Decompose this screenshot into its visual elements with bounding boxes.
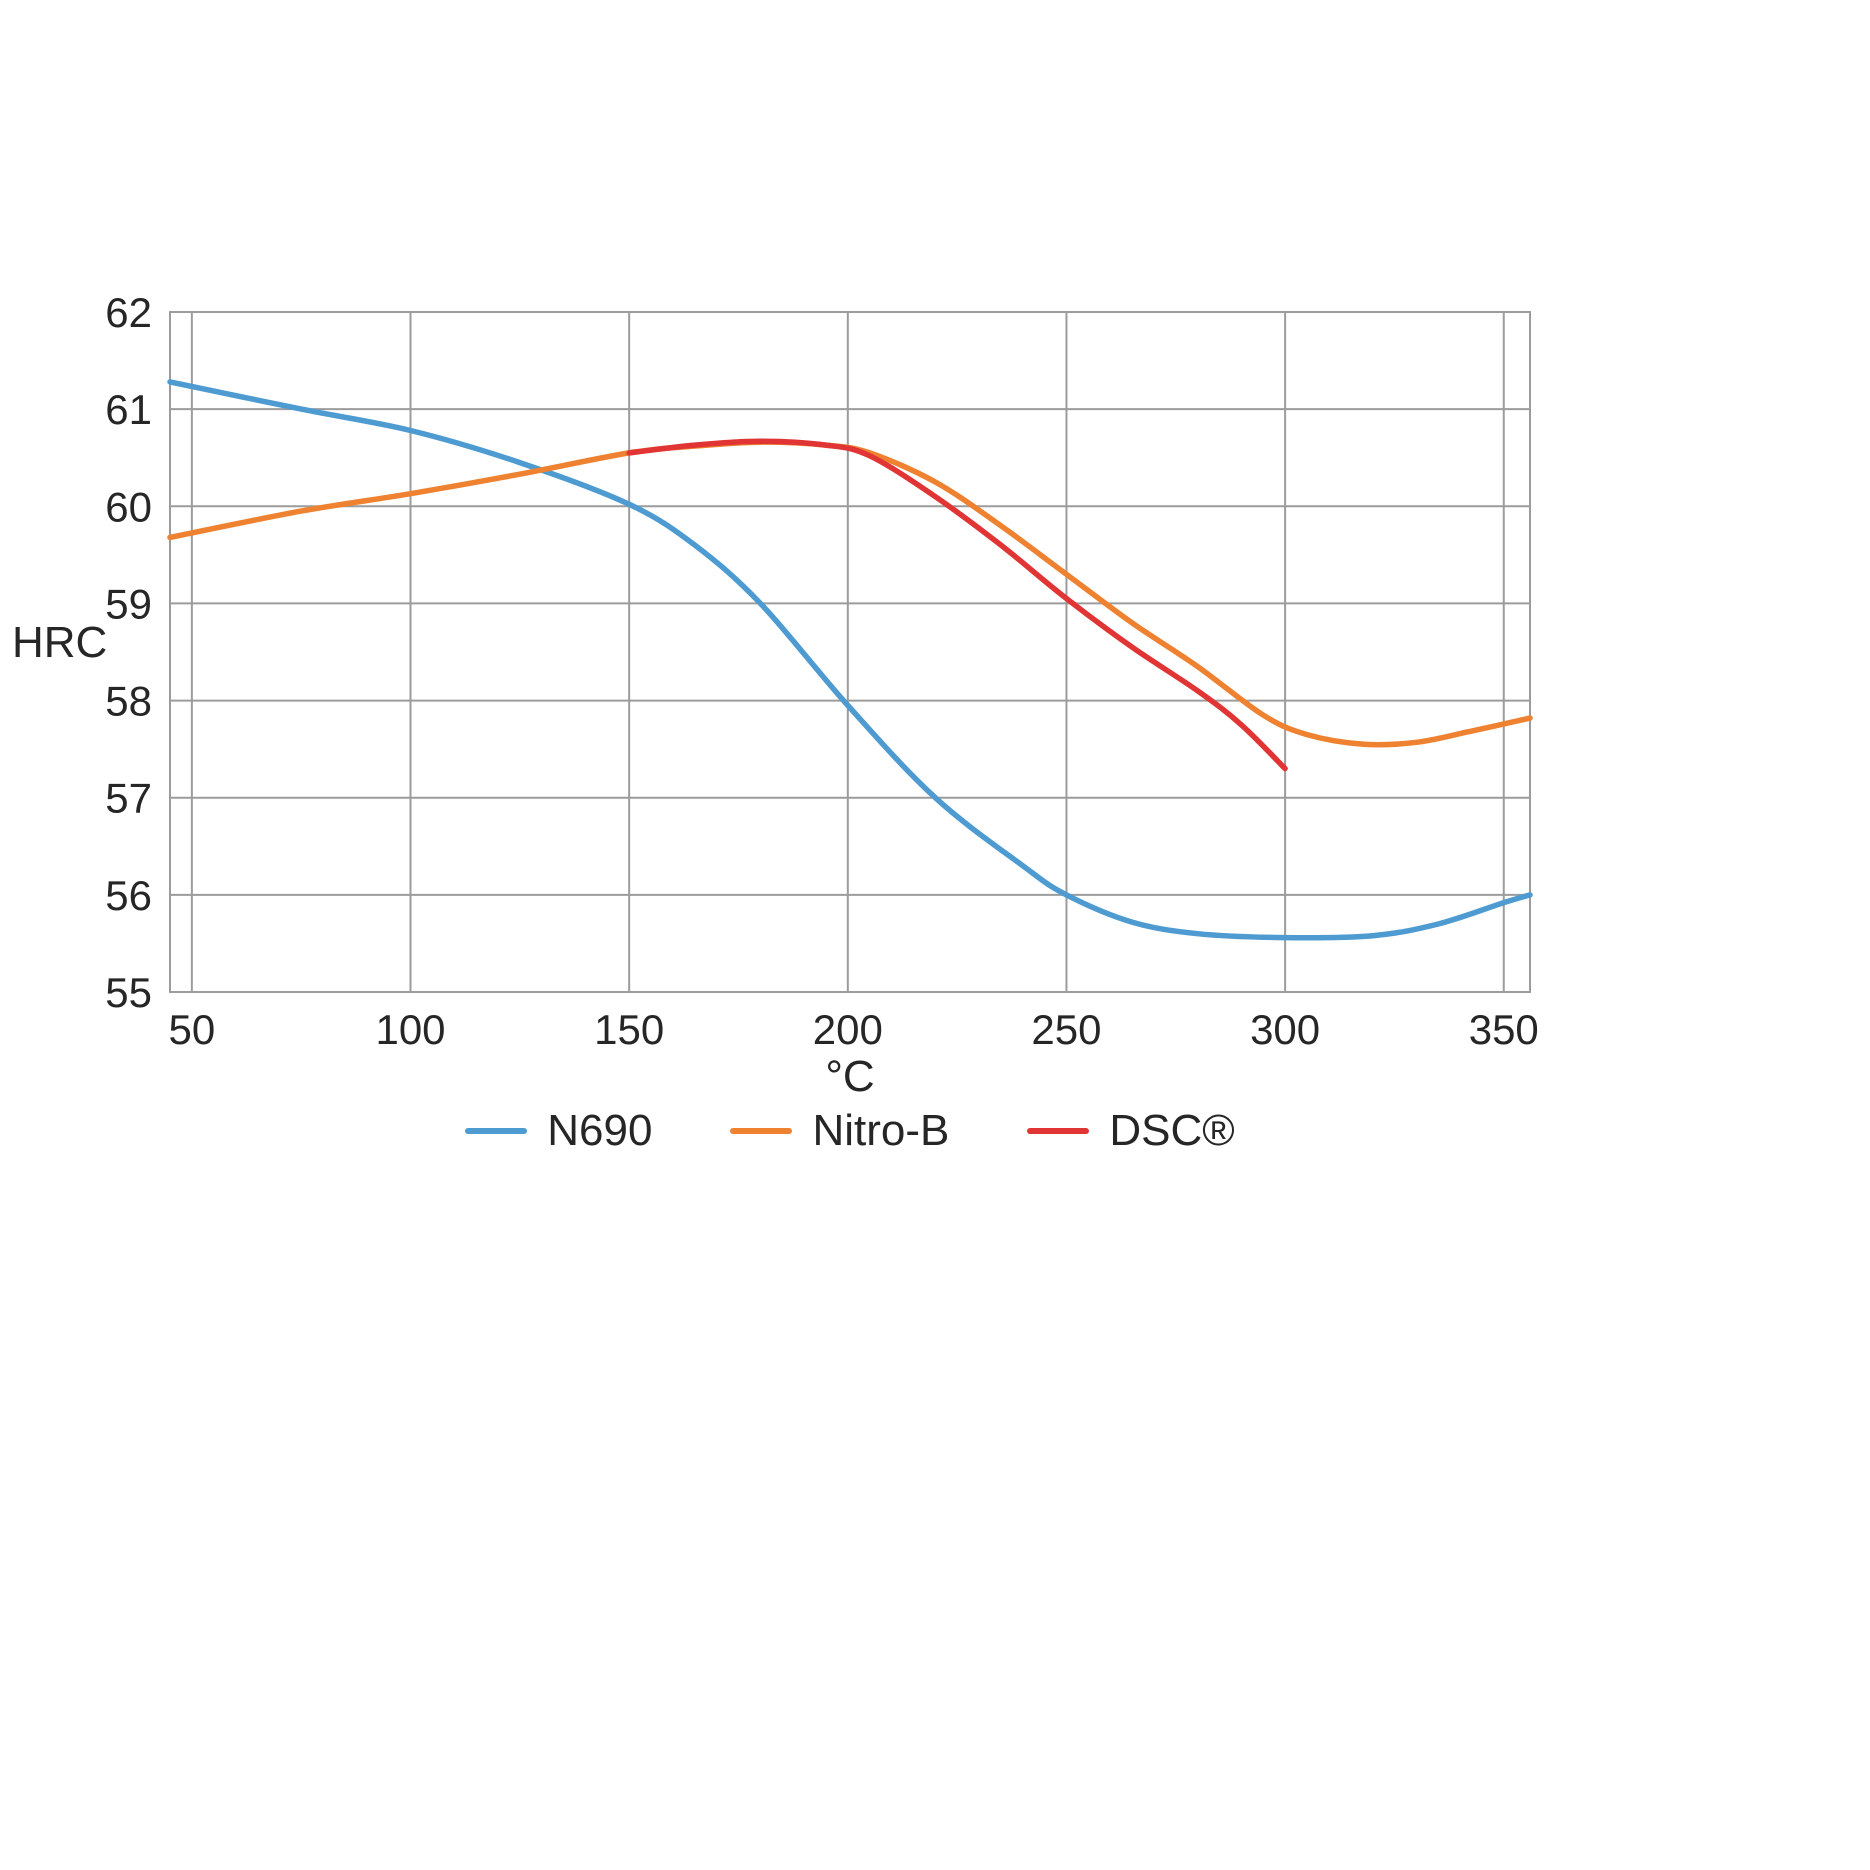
series-line: [167, 439, 1533, 748]
series-line: [167, 379, 1533, 941]
series-line: [626, 438, 1288, 772]
y-tick-label: 61: [105, 386, 152, 433]
legend-label: DSC®: [1109, 1106, 1235, 1155]
plot-frame: [169, 311, 1531, 993]
x-tick-label: 250: [1031, 1006, 1101, 1053]
x-tick-label: 200: [813, 1006, 883, 1053]
y-tick-label: 58: [105, 678, 152, 725]
y-tick-label: 62: [105, 292, 152, 336]
line-chart: 50 100 150 200 250 300 350 55 56 57 58 59 60 61 62: [105, 292, 1539, 1053]
legend-label: N690: [547, 1106, 653, 1155]
y-tick-label: 59: [105, 580, 152, 627]
x-axis-label: °C: [825, 1052, 875, 1101]
y-tick-label: 55: [105, 969, 152, 1016]
y-tick-label: 56: [105, 872, 152, 919]
x-tick-label: 50: [169, 1006, 216, 1053]
x-tick-label: 100: [375, 1006, 445, 1053]
legend-label: Nitro-B: [812, 1106, 950, 1155]
legend-swatch: [730, 1128, 793, 1134]
legend-swatch: [465, 1128, 528, 1134]
y-tick-label: 57: [105, 775, 152, 822]
x-tick-label: 350: [1469, 1006, 1539, 1053]
legend-item: DSC®: [1027, 1106, 1235, 1156]
legend-item: Nitro-B: [730, 1106, 949, 1156]
y-tick-label: 60: [105, 483, 152, 530]
x-tick-label: 150: [594, 1006, 664, 1053]
chart-legend: N690 Nitro-B DSC®: [0, 1106, 1700, 1156]
legend-item: N690: [465, 1106, 652, 1156]
legend-swatch: [1027, 1128, 1090, 1134]
x-tick-label: 300: [1250, 1006, 1320, 1053]
y-axis-label: HRC: [12, 618, 108, 667]
